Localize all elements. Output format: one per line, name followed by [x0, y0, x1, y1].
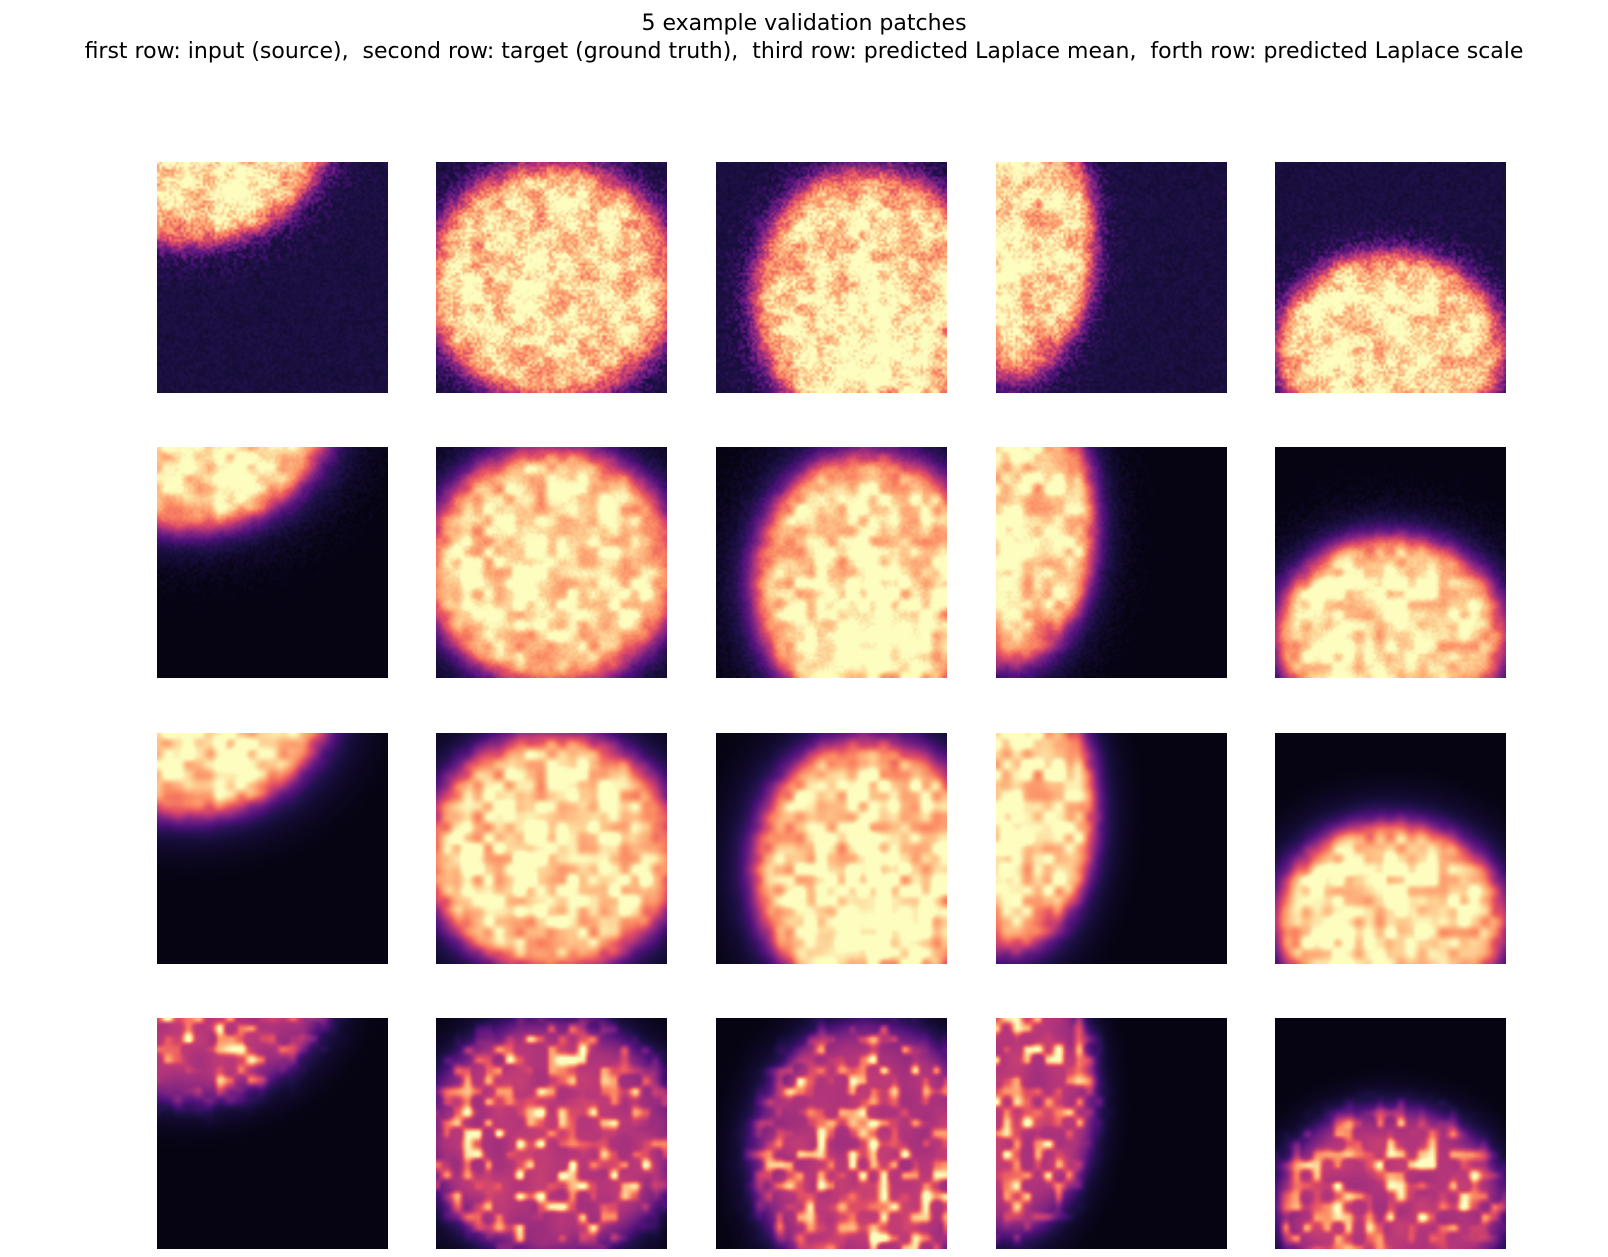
patch-image-row4-col5	[1275, 1018, 1506, 1249]
patch-image-row4-col3	[716, 1018, 947, 1249]
patch-canvas	[436, 1018, 667, 1249]
patch-image-row3-col3	[716, 733, 947, 964]
patch-canvas	[716, 447, 947, 678]
patch-canvas	[716, 733, 947, 964]
patch-image-row4-col2	[436, 1018, 667, 1249]
patch-image-row4-col1	[157, 1018, 388, 1249]
patch-image-row3-col2	[436, 733, 667, 964]
patch-canvas	[436, 447, 667, 678]
patch-canvas	[157, 733, 388, 964]
patch-canvas	[1275, 1018, 1506, 1249]
patch-image-row2-col3	[716, 447, 947, 678]
patch-image-row3-col5	[1275, 733, 1506, 964]
patch-canvas	[157, 162, 388, 393]
figure-title-line-2: first row: input (source), second row: t…	[84, 39, 1524, 64]
patch-image-row1-col1	[157, 162, 388, 393]
patch-canvas	[716, 1018, 947, 1249]
patch-canvas	[436, 162, 667, 393]
patch-canvas	[716, 162, 947, 393]
patch-canvas	[1275, 162, 1506, 393]
patch-image-row2-col5	[1275, 447, 1506, 678]
patch-image-row2-col4	[996, 447, 1227, 678]
patch-image-row3-col4	[996, 733, 1227, 964]
patch-image-row3-col1	[157, 733, 388, 964]
patch-canvas	[996, 1018, 1227, 1249]
patch-canvas	[996, 733, 1227, 964]
patch-canvas	[436, 733, 667, 964]
patch-image-row2-col1	[157, 447, 388, 678]
patch-canvas	[1275, 733, 1506, 964]
patch-image-row2-col2	[436, 447, 667, 678]
patch-canvas	[157, 447, 388, 678]
patch-image-row1-col5	[1275, 162, 1506, 393]
patch-canvas	[1275, 447, 1506, 678]
patch-image-row1-col4	[996, 162, 1227, 393]
patch-canvas	[157, 1018, 388, 1249]
figure-title-line-1: 5 example validation patches	[641, 11, 967, 36]
patch-image-row4-col4	[996, 1018, 1227, 1249]
patch-image-row1-col2	[436, 162, 667, 393]
patch-image-row1-col3	[716, 162, 947, 393]
patch-canvas	[996, 447, 1227, 678]
patch-canvas	[996, 162, 1227, 393]
